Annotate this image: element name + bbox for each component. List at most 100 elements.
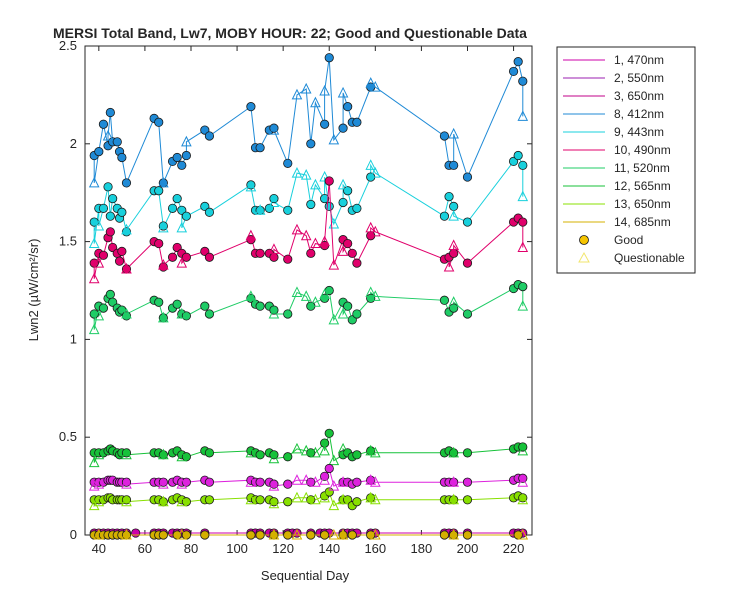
data-point-questionable <box>365 221 377 233</box>
data-point-questionable <box>245 493 257 505</box>
data-point-questionable <box>370 80 381 92</box>
data-point-questionable <box>328 528 340 540</box>
data-point-questionable <box>337 86 349 98</box>
data-point-questionable <box>158 258 169 270</box>
data-point-good <box>181 530 191 540</box>
data-point-good <box>518 281 528 292</box>
data-point-questionable <box>245 229 257 241</box>
data-point-good <box>114 256 125 266</box>
data-point-good <box>181 150 191 161</box>
series-7 <box>88 280 529 335</box>
data-point-questionable <box>176 528 188 540</box>
data-point-good <box>264 203 274 213</box>
data-point-good <box>449 248 459 258</box>
data-point-questionable <box>448 239 459 251</box>
data-point-good <box>98 119 109 129</box>
legend-label: 10, 490nm <box>614 143 671 157</box>
data-point-questionable <box>121 307 132 319</box>
data-point-good <box>117 152 127 163</box>
data-point-good <box>167 203 178 213</box>
data-point-good <box>117 246 127 256</box>
y-tick-label: 2.5 <box>59 38 77 53</box>
data-point-good <box>324 487 334 497</box>
data-point-good <box>343 186 353 196</box>
data-point-questionable <box>337 307 349 319</box>
data-point-questionable <box>365 491 377 503</box>
data-point-questionable <box>370 493 381 505</box>
data-point-good <box>513 57 523 67</box>
data-point-good <box>172 193 182 204</box>
data-point-questionable <box>93 478 105 489</box>
data-point-questionable <box>310 296 321 307</box>
data-point-good <box>320 530 330 540</box>
data-point-questionable <box>245 476 257 487</box>
data-point-questionable <box>328 479 340 491</box>
data-point-questionable <box>328 499 340 511</box>
data-point-questionable <box>448 296 459 307</box>
data-point-questionable <box>176 450 188 462</box>
data-point-questionable <box>158 478 169 489</box>
data-point-questionable <box>291 442 303 454</box>
data-point-questionable <box>268 479 280 491</box>
data-point-good <box>320 119 330 129</box>
data-point-good <box>172 152 182 163</box>
data-point-good <box>255 530 265 540</box>
data-point-good <box>324 463 334 474</box>
data-point-questionable <box>268 452 280 464</box>
data-point-questionable <box>319 235 330 247</box>
data-point-questionable <box>319 288 330 299</box>
data-point-questionable <box>319 84 330 96</box>
data-point-questionable <box>517 444 529 456</box>
data-point-good <box>283 479 293 489</box>
data-point-questionable <box>176 221 188 233</box>
data-point-good <box>306 248 316 258</box>
y-tick-label: 0.5 <box>59 429 77 444</box>
data-point-good <box>324 53 334 63</box>
data-point-questionable <box>291 491 303 503</box>
data-point-good <box>204 131 215 141</box>
legend-label: 2, 550nm <box>614 71 664 85</box>
data-point-good <box>518 160 528 170</box>
data-point-good <box>283 254 293 264</box>
data-point-questionable <box>365 474 377 485</box>
data-point-good <box>255 248 265 258</box>
legend-label: 14, 685nm <box>614 215 671 229</box>
data-point-good <box>172 530 182 540</box>
data-point-good <box>449 160 459 170</box>
series-4 <box>88 53 529 188</box>
data-point-good <box>181 497 191 507</box>
legend-label: 3, 650nm <box>614 89 664 103</box>
data-point-questionable <box>448 528 459 540</box>
data-point-good <box>154 297 164 307</box>
data-point-good <box>324 201 334 211</box>
data-point-questionable <box>310 493 321 505</box>
data-point-good <box>462 309 473 319</box>
data-point-questionable <box>310 96 321 108</box>
data-point-good <box>98 303 109 313</box>
data-point-questionable <box>268 196 280 207</box>
x-tick-label: 140 <box>318 541 340 556</box>
data-point-good <box>352 309 362 319</box>
data-point-questionable <box>517 241 529 252</box>
data-point-good <box>283 205 293 215</box>
data-point-questionable <box>176 307 188 319</box>
data-point-good <box>352 258 362 268</box>
data-point-good <box>324 176 334 186</box>
series-8 <box>88 428 529 468</box>
data-point-good <box>105 289 115 300</box>
data-point-questionable <box>121 262 132 274</box>
data-point-questionable <box>268 243 280 254</box>
data-point-good <box>343 102 353 112</box>
data-point-good <box>98 203 109 213</box>
data-point-good <box>462 477 473 487</box>
data-point-questionable <box>88 176 100 188</box>
data-point-questionable <box>448 476 459 487</box>
data-point-good <box>306 530 316 540</box>
x-tick-label: 80 <box>184 541 198 556</box>
data-point-questionable <box>291 88 303 100</box>
data-point-questionable <box>93 495 105 507</box>
data-point-questionable <box>319 444 330 456</box>
data-point-questionable <box>517 300 529 311</box>
data-point-questionable <box>448 127 459 139</box>
